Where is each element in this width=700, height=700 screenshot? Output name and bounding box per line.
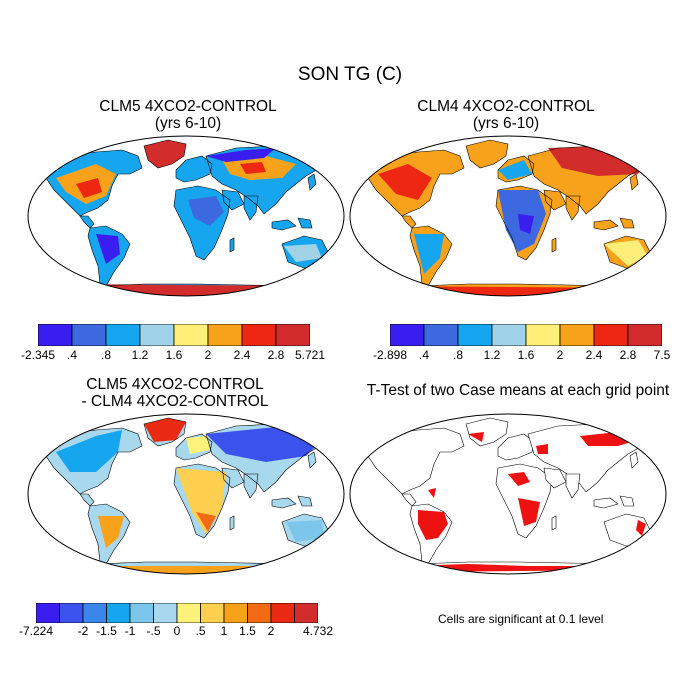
- globe-outline: [349, 135, 667, 297]
- globe-outline: [27, 413, 345, 575]
- colorbar-swatch: [153, 603, 178, 623]
- colorbar-clm5: [38, 324, 310, 346]
- map-clm4: [349, 135, 667, 297]
- colorbar-swatch: [71, 324, 107, 346]
- colorbar-tick-label: 4.732: [302, 624, 334, 638]
- colorbar-swatch: [59, 603, 84, 623]
- colorbar-tick-label: -1: [124, 624, 136, 638]
- colorbar-tick-label: 1: [220, 624, 228, 638]
- panel-title-line: CLM5 4XCO2-CONTROL: [86, 376, 264, 393]
- colorbar-swatch: [200, 603, 225, 623]
- colorbar-swatch: [207, 324, 243, 346]
- map-ttest: [349, 413, 667, 575]
- colorbar-swatch: [129, 603, 154, 623]
- colorbar-tick-label: .8: [100, 348, 112, 362]
- colorbar-swatch: [176, 603, 201, 623]
- colorbar-tick-label: -1.5: [96, 624, 117, 638]
- colorbar-tick-label: .4: [418, 348, 430, 362]
- panel-title-line: - CLM4 4XCO2-CONTROL: [81, 393, 269, 410]
- panel-title-line: CLM4 4XCO2-CONTROL: [417, 98, 595, 115]
- colorbar-swatch: [139, 324, 175, 346]
- colorbar-swatch: [525, 324, 561, 346]
- colorbar-tick-label: 2.8: [267, 348, 285, 362]
- globe-outline: [27, 135, 345, 297]
- colorbar-tick-label: 1.2: [483, 348, 501, 362]
- colorbar-swatch: [38, 324, 73, 346]
- colorbar-swatch: [36, 603, 60, 623]
- colorbar-swatch: [247, 603, 272, 623]
- panel-title-ttest: T-Test of two Case means at each grid po…: [348, 382, 688, 399]
- colorbar-tick-label: 2.4: [233, 348, 251, 362]
- colorbar-tick-label: -7.224: [18, 624, 54, 638]
- figure-title: SON TG (C): [297, 64, 403, 85]
- colorbar-tick-label: 0: [173, 624, 181, 638]
- panel-title-line: (yrs 6-10): [472, 115, 540, 132]
- colorbar-tick-label: 2: [204, 348, 212, 362]
- panel-title-line: (yrs 6-10): [154, 115, 222, 132]
- colorbar-tick-label: -2.898: [372, 348, 408, 362]
- colorbar-swatch: [270, 603, 295, 623]
- colorbar-diff: [36, 603, 318, 623]
- colorbar-tick-label: -2.345: [20, 348, 56, 362]
- colorbar-swatch: [627, 324, 662, 346]
- colorbar-tick-label: .8: [452, 348, 464, 362]
- map-clm5: [27, 135, 345, 297]
- colorbar-swatch: [105, 324, 141, 346]
- colorbar-tick-label: 2.4: [585, 348, 603, 362]
- colorbar-swatch: [423, 324, 459, 346]
- colorbar-tick-label: 5.721: [294, 348, 326, 362]
- colorbar-tick-label: .4: [66, 348, 78, 362]
- colorbar-tick-label: 7.5: [653, 348, 671, 362]
- panel-title-line: CLM5 4XCO2-CONTROL: [99, 98, 277, 115]
- colorbar-tick-label: 2.8: [619, 348, 637, 362]
- colorbar-swatch: [390, 324, 425, 346]
- panel-title-clm5: CLM5 4XCO2-CONTROL (yrs 6-10): [38, 98, 338, 132]
- colorbar-tick-label: 2: [267, 624, 275, 638]
- colorbar-tick-label: 1.6: [517, 348, 535, 362]
- colorbar-tick-label: -.5: [146, 624, 161, 638]
- panel-title-clm4: CLM4 4XCO2-CONTROL (yrs 6-10): [356, 98, 656, 132]
- colorbar-tick-label: 1.6: [165, 348, 183, 362]
- significance-note: Cells are significant at 0.1 level: [438, 612, 604, 626]
- colorbar-swatch: [294, 603, 318, 623]
- colorbar-tick-label: 1.2: [131, 348, 149, 362]
- colorbar-swatch: [491, 324, 527, 346]
- panel-title-diff: CLM5 4XCO2-CONTROL - CLM4 4XCO2-CONTROL: [25, 376, 325, 410]
- colorbar-swatch: [457, 324, 493, 346]
- colorbar-tick-label: 1.5: [239, 624, 256, 638]
- map-diff: [27, 413, 345, 575]
- colorbar-swatch: [82, 603, 107, 623]
- colorbar-tick-label: .5: [195, 624, 206, 638]
- colorbar-swatch: [241, 324, 277, 346]
- colorbar-tick-label: -2: [77, 624, 89, 638]
- colorbar-swatch: [559, 324, 595, 346]
- colorbar-swatch: [593, 324, 629, 346]
- colorbar-clm4: [390, 324, 662, 346]
- colorbar-swatch: [223, 603, 248, 623]
- globe-outline: [349, 413, 667, 575]
- colorbar-swatch: [106, 603, 131, 623]
- colorbar-swatch: [275, 324, 310, 346]
- panel-title-line: T-Test of two Case means at each grid po…: [366, 382, 670, 399]
- colorbar-tick-label: 2: [556, 348, 564, 362]
- colorbar-swatch: [173, 324, 209, 346]
